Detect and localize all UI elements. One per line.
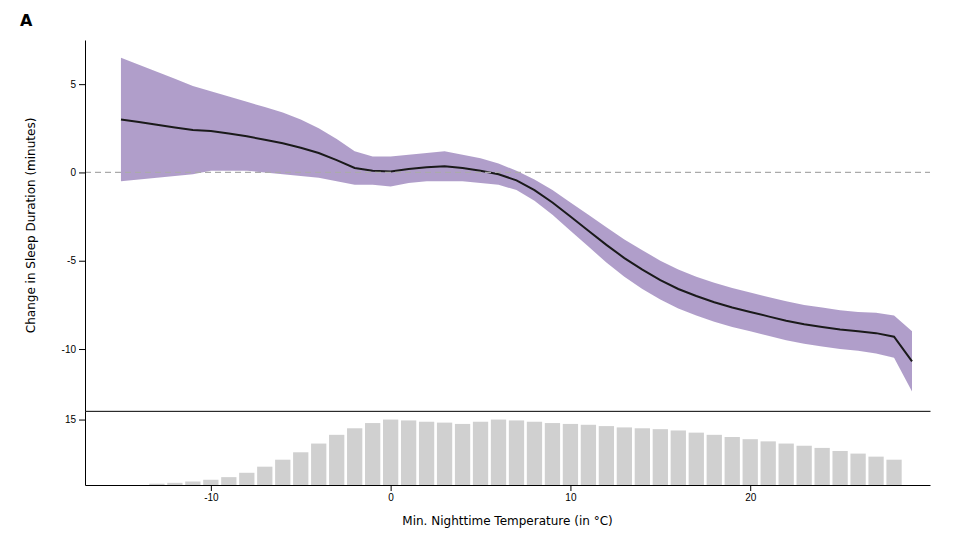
tick-label: 0 xyxy=(70,167,76,178)
histogram-bar xyxy=(203,480,218,485)
histogram-bar xyxy=(239,473,254,485)
tick-mark xyxy=(79,172,85,173)
histogram-bar xyxy=(491,420,506,485)
x-axis-title: Min. Nighttime Temperature (in °C) xyxy=(402,514,612,528)
tick: 0 xyxy=(70,167,85,178)
y-axis: 15 xyxy=(65,411,86,485)
histogram-bar xyxy=(329,435,344,485)
plot-area xyxy=(85,58,930,392)
histogram-bar xyxy=(257,467,272,485)
axis-line xyxy=(86,485,931,486)
x-axis xyxy=(86,411,931,412)
axis-line xyxy=(86,411,931,412)
histogram-bar xyxy=(743,439,758,485)
histogram-bar xyxy=(689,433,704,485)
mean-line xyxy=(121,119,912,361)
tick-mark xyxy=(750,485,751,491)
tick-label: 15 xyxy=(65,414,77,425)
histogram-bar xyxy=(671,430,686,485)
histogram-bar xyxy=(725,437,740,485)
y-axis-title: Change in Sleep Duration (minutes) xyxy=(24,118,38,334)
histogram-bar xyxy=(401,420,416,485)
reference-line xyxy=(85,172,930,173)
histogram-bar xyxy=(797,446,812,485)
panel: 5 0 -5 -10 A Change in Sleep Duration (minute… xyxy=(20,11,931,411)
tick-label: 0 xyxy=(388,492,394,503)
histogram-bar xyxy=(581,425,596,485)
histogram-bar xyxy=(167,483,182,485)
histogram-bar xyxy=(761,441,776,485)
histogram-bar xyxy=(527,422,542,485)
axis-line xyxy=(85,41,86,412)
tick-mark xyxy=(79,261,85,262)
histogram-bar xyxy=(293,452,308,485)
histogram-bar xyxy=(509,420,524,485)
tick: -10 xyxy=(62,344,85,355)
tick-mark xyxy=(211,485,212,491)
histogram-bar xyxy=(419,422,434,485)
histogram-bar xyxy=(868,457,883,485)
y-axis: 5 0 -5 -10 xyxy=(62,41,86,412)
tick-mark xyxy=(79,84,85,85)
histogram-bar xyxy=(437,423,452,485)
plot-area xyxy=(149,420,901,485)
histogram-bar xyxy=(814,448,829,485)
histogram-bar xyxy=(886,460,901,485)
tick: 5 xyxy=(70,79,85,90)
axis-line xyxy=(85,411,86,485)
histogram-bar xyxy=(707,435,722,485)
tick: 10 xyxy=(565,485,577,503)
histogram-bar xyxy=(473,422,488,485)
histogram-bar xyxy=(850,454,865,485)
histogram-bar xyxy=(563,424,578,485)
histogram-bar xyxy=(653,429,668,485)
histogram-bar xyxy=(599,426,614,485)
histogram-bar xyxy=(275,460,290,485)
tick: -10 xyxy=(204,485,219,503)
tick-label: -5 xyxy=(67,255,76,266)
histogram-bar xyxy=(221,477,236,485)
title: A xyxy=(20,11,33,30)
tick: 20 xyxy=(745,485,757,503)
histogram-bar xyxy=(149,484,164,485)
histogram-bar xyxy=(383,420,398,485)
histogram-bar xyxy=(311,444,326,485)
histogram-bar xyxy=(185,482,200,485)
histogram-bar xyxy=(832,451,847,485)
tick-mark xyxy=(391,485,392,491)
histogram-bar xyxy=(347,428,362,485)
confidence-band xyxy=(121,58,912,392)
tick-label: 5 xyxy=(70,79,76,90)
tick-label: -10 xyxy=(204,492,219,503)
histogram-bar xyxy=(365,423,380,485)
chart: 5 0 -5 -10 A Change in Sleep Duration (minute… xyxy=(0,0,960,540)
tick-mark xyxy=(79,420,85,421)
histogram-bar xyxy=(779,444,794,485)
tick: -5 xyxy=(67,255,85,266)
histogram-bar xyxy=(635,428,650,485)
tick: 0 xyxy=(388,485,394,503)
tick-mark xyxy=(79,349,85,350)
tick-label: 20 xyxy=(745,492,757,503)
tick-label: -10 xyxy=(62,344,77,355)
tick-mark xyxy=(570,485,571,491)
histogram-bar xyxy=(545,423,560,485)
tick-label: 10 xyxy=(565,492,577,503)
histogram-bar xyxy=(617,427,632,485)
panel: 15 -10 0 10 20 Min. Nighttime Temperature (in… xyxy=(65,411,931,528)
histogram-bar xyxy=(455,424,470,485)
tick: 15 xyxy=(65,414,85,425)
x-axis: -10 0 10 20 xyxy=(86,485,931,503)
